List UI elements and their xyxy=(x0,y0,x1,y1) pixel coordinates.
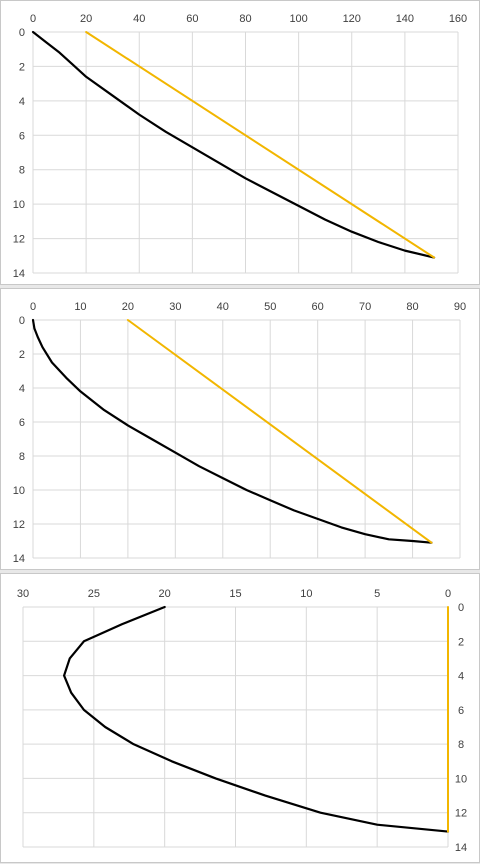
y-tick-label: 2 xyxy=(19,349,25,361)
chart-2: 0 10 20 30 40 50 60 70 80 90 0 2 4 6 8 10 12 14 xyxy=(13,301,466,565)
y-tick-label: 14 xyxy=(13,268,25,280)
y-tick-label: 14 xyxy=(455,842,467,854)
x-tick-label: 20 xyxy=(159,588,171,600)
x-tick-label: 30 xyxy=(17,588,29,600)
x-tick-label: 40 xyxy=(217,301,229,313)
chart-panel-3: 30 25 20 15 10 5 0 0 2 4 6 8 10 12 14 xyxy=(0,573,480,863)
x-tick-label: 160 xyxy=(449,13,467,25)
x-tick-label: 0 xyxy=(445,588,451,600)
chart-1: 0 20 40 60 80 100 120 140 160 0 2 4 6 8 10 12 14 xyxy=(13,13,467,280)
y-tick-label: 4 xyxy=(458,671,464,683)
y-tick-label: 0 xyxy=(19,315,25,327)
y-tick-label: 0 xyxy=(458,602,464,614)
y-tick-label: 8 xyxy=(458,739,464,751)
x-tick-label: 15 xyxy=(229,588,241,600)
x-tick-label: 100 xyxy=(289,13,307,25)
x-tick-label: 40 xyxy=(133,13,145,25)
chart-panel-1: 0 20 40 60 80 100 120 140 160 0 2 4 6 8 10 12 14 xyxy=(0,0,480,285)
x-tick-label: 70 xyxy=(359,301,371,313)
chart-panel-2: 0 10 20 30 40 50 60 70 80 90 0 2 4 6 8 10 12 14 xyxy=(0,288,480,570)
x-tick-label: 80 xyxy=(406,301,418,313)
x-tick-label: 10 xyxy=(300,588,312,600)
y-tick-label: 4 xyxy=(19,96,25,108)
y-tick-label: 12 xyxy=(13,234,25,246)
x-tick-label: 0 xyxy=(30,301,36,313)
x-tick-label: 60 xyxy=(312,301,324,313)
x-tick-label: 80 xyxy=(239,13,251,25)
y-tick-label: 10 xyxy=(455,773,467,785)
x-tick-label: 25 xyxy=(88,588,100,600)
y-tick-label: 12 xyxy=(455,808,467,820)
y-tick-label: 10 xyxy=(13,485,25,497)
series-line-1 xyxy=(31,318,433,544)
y-tick-label: 4 xyxy=(19,383,25,395)
x-tick-label: 140 xyxy=(396,13,414,25)
y-tick-label: 14 xyxy=(13,553,25,565)
gridlines xyxy=(32,31,459,274)
x-tick-label: 60 xyxy=(186,13,198,25)
gridlines xyxy=(32,319,461,559)
x-tick-label: 5 xyxy=(374,588,380,600)
x-tick-label: 50 xyxy=(264,301,276,313)
y-tick-label: 6 xyxy=(458,705,464,717)
series-line-1 xyxy=(62,605,450,833)
y-tick-label: 2 xyxy=(458,636,464,648)
y-tick-label: 6 xyxy=(19,417,25,429)
x-tick-label: 30 xyxy=(169,301,181,313)
series-line-2 xyxy=(85,31,436,259)
x-tick-label: 20 xyxy=(122,301,134,313)
chart-3: 30 25 20 15 10 5 00 2 4 6 8 10 12 14 xyxy=(17,588,467,854)
x-tick-label: 90 xyxy=(454,301,466,313)
y-tick-label: 2 xyxy=(19,61,25,73)
x-tick-label: 10 xyxy=(74,301,86,313)
series-line-2 xyxy=(126,319,433,544)
x-tick-label: 20 xyxy=(80,13,92,25)
gridlines xyxy=(22,606,449,848)
y-tick-label: 12 xyxy=(13,519,25,531)
series-line-1 xyxy=(31,30,436,259)
y-tick-label: 8 xyxy=(19,451,25,463)
y-tick-label: 6 xyxy=(19,130,25,142)
y-tick-label: 0 xyxy=(19,27,25,39)
y-tick-label: 8 xyxy=(19,165,25,177)
x-tick-label: 120 xyxy=(343,13,361,25)
x-tick-label: 0 xyxy=(30,13,36,25)
y-tick-label: 10 xyxy=(13,199,25,211)
